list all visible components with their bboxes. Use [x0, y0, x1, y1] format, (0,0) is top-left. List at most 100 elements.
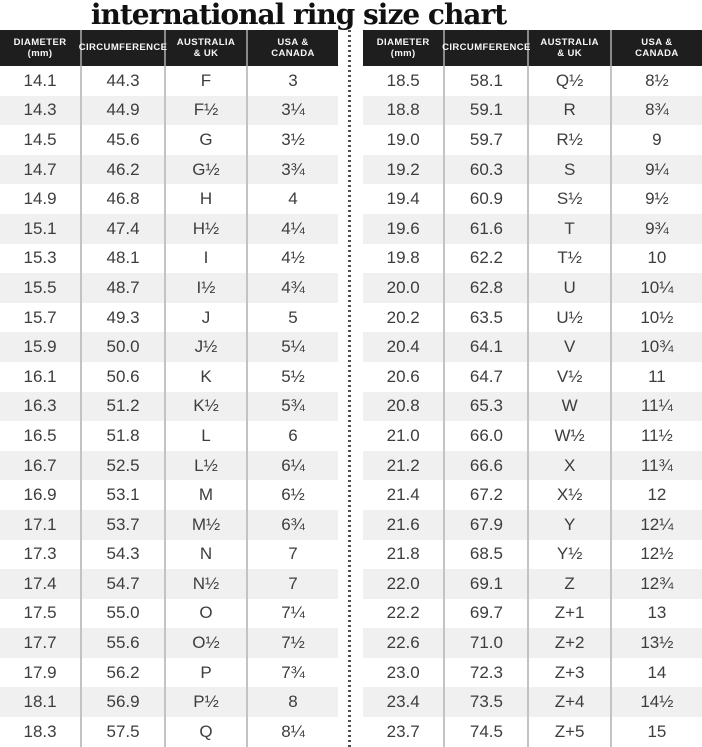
- table-cell: Z+3: [529, 657, 612, 688]
- table-cell: 59.1: [445, 95, 530, 126]
- table-row: 14.9 46.8 H 4: [0, 184, 338, 214]
- table-cell: 18.1: [0, 687, 83, 718]
- column-header-usa: USA & CANADA: [271, 36, 315, 60]
- table-cell: 15.1: [0, 213, 83, 244]
- table-cell: 11: [648, 366, 666, 386]
- table-cell: 8¾: [645, 100, 669, 120]
- table-cell: 15: [647, 721, 667, 741]
- table-cell: Z+1: [529, 598, 612, 629]
- table-cell: 7¾: [281, 662, 305, 682]
- table-cell: 17.7: [0, 628, 83, 658]
- table-row: 20.8 65.3 W 11¼: [363, 391, 702, 422]
- table-cell: 15.9: [0, 332, 83, 362]
- table-cell: 5½: [281, 366, 305, 386]
- table-cell: 23.7: [363, 717, 446, 747]
- table-cell: 19.6: [363, 213, 446, 244]
- table-cell: 15.7: [0, 302, 83, 333]
- table-cell: 19.8: [363, 243, 446, 274]
- table-cell: J: [166, 302, 249, 333]
- table-cell: 8½: [645, 70, 669, 90]
- table-cell: 14: [647, 662, 667, 682]
- table-cell: 6½: [281, 485, 305, 505]
- table-cell: 64.7: [445, 361, 530, 392]
- table-cell: 54.3: [82, 539, 166, 570]
- table-cell: H½: [166, 213, 249, 244]
- table-cell: R: [529, 95, 612, 126]
- table-cell: P½: [166, 687, 249, 718]
- table-row: 20.0 62.8 U 10¼: [363, 273, 702, 303]
- table-cell: 65.3: [445, 391, 530, 422]
- column-header-diameter: DIAMETER (mm): [0, 30, 83, 66]
- table-cell: 21.2: [363, 450, 446, 481]
- table-cell: 56.9: [82, 687, 166, 718]
- table-cell: P: [166, 657, 249, 688]
- table-cell: V½: [529, 361, 612, 392]
- table-cell: 51.8: [82, 421, 166, 451]
- table-cell: 3¾: [281, 159, 305, 179]
- table-cell: F½: [166, 95, 249, 126]
- table-cell: 48.1: [82, 243, 166, 274]
- column-header-circumference: CIRCUMFERENCE: [442, 30, 530, 66]
- dotted-divider-line: [348, 30, 351, 747]
- table-cell: 67.9: [445, 509, 530, 540]
- table-cell: N½: [166, 569, 249, 599]
- table-cell: 46.8: [82, 184, 166, 214]
- table-row: 16.7 52.5 L½ 6¼: [0, 450, 338, 481]
- table-cell: 16.9: [0, 480, 83, 510]
- table-cell: 47.4: [82, 213, 166, 244]
- table-row: 14.5 45.6 G 3½: [0, 125, 338, 155]
- table-row: 21.2 66.6 X 11¾: [363, 450, 702, 481]
- table-cell: 5: [288, 307, 298, 327]
- table-cell: O: [166, 598, 249, 629]
- table-cell: 21.0: [363, 421, 446, 451]
- table-cell: 4½: [281, 248, 305, 268]
- column-header-australia: AUSTRALIA & UK: [529, 30, 612, 66]
- table-cell: Z: [529, 569, 612, 599]
- table-cell: 20.2: [363, 302, 446, 333]
- table-cell: 14.7: [0, 154, 83, 185]
- table-cell: L: [166, 421, 249, 451]
- table-cell: I½: [166, 273, 249, 303]
- table-cell: 66.6: [445, 450, 530, 481]
- table-cell: 18.3: [0, 717, 83, 747]
- table-cell: 71.0: [445, 628, 530, 658]
- table-row: 14.7 46.2 G½ 3¾: [0, 154, 338, 185]
- table-cell: 7¼: [281, 603, 305, 623]
- table-cell: 3: [288, 70, 298, 90]
- table-cell: 10¾: [640, 337, 674, 357]
- table-row: 18.8 59.1 R 8¾: [363, 95, 702, 126]
- table-cell: M: [166, 480, 249, 510]
- table-cell: W: [529, 391, 612, 422]
- table-header-row: DIAMETER (mm) CIRCUMFERENCE AUSTRALIA & UK US…: [0, 30, 338, 66]
- table-cell: 20.8: [363, 391, 446, 422]
- table-cell: J½: [166, 332, 249, 362]
- tables-container: DIAMETER (mm) CIRCUMFERENCE AUSTRALIA & UK US…: [0, 30, 702, 747]
- table-row: 15.1 47.4 H½ 4¼: [0, 213, 338, 244]
- table-cell: 9¾: [645, 218, 669, 238]
- table-cell: X: [529, 450, 612, 481]
- table-row: 15.7 49.3 J 5: [0, 302, 338, 333]
- table-row: 21.0 66.0 W½ 11½: [363, 421, 702, 451]
- table-cell: 17.5: [0, 598, 83, 629]
- table-cell: 45.6: [82, 125, 166, 155]
- table-header-row: DIAMETER (mm) CIRCUMFERENCE AUSTRALIA & UK US…: [363, 30, 702, 66]
- table-cell: G: [166, 125, 249, 155]
- table-cell: 6¾: [281, 514, 305, 534]
- table-cell: 60.9: [445, 184, 530, 214]
- table-cell: 3½: [281, 129, 305, 149]
- table-row: 15.5 48.7 I½ 4¾: [0, 273, 338, 303]
- table-cell: Y: [529, 509, 612, 540]
- table-row: 22.6 71.0 Z+2 13½: [363, 628, 702, 658]
- table-row: 23.7 74.5 Z+5 15: [363, 717, 702, 747]
- table-row: 21.8 68.5 Y½ 12½: [363, 539, 702, 570]
- table-cell: 7: [288, 544, 298, 564]
- table-cell: 17.3: [0, 539, 83, 570]
- table-cell: 16.3: [0, 391, 83, 422]
- table-row: 19.0 59.7 R½ 9: [363, 125, 702, 155]
- column-header-australia: AUSTRALIA & UK: [166, 30, 249, 66]
- table-cell: R½: [529, 125, 612, 155]
- table-cell: 12¾: [640, 573, 674, 593]
- table-row: 15.9 50.0 J½ 5¼: [0, 332, 338, 362]
- table-cell: S: [529, 154, 612, 185]
